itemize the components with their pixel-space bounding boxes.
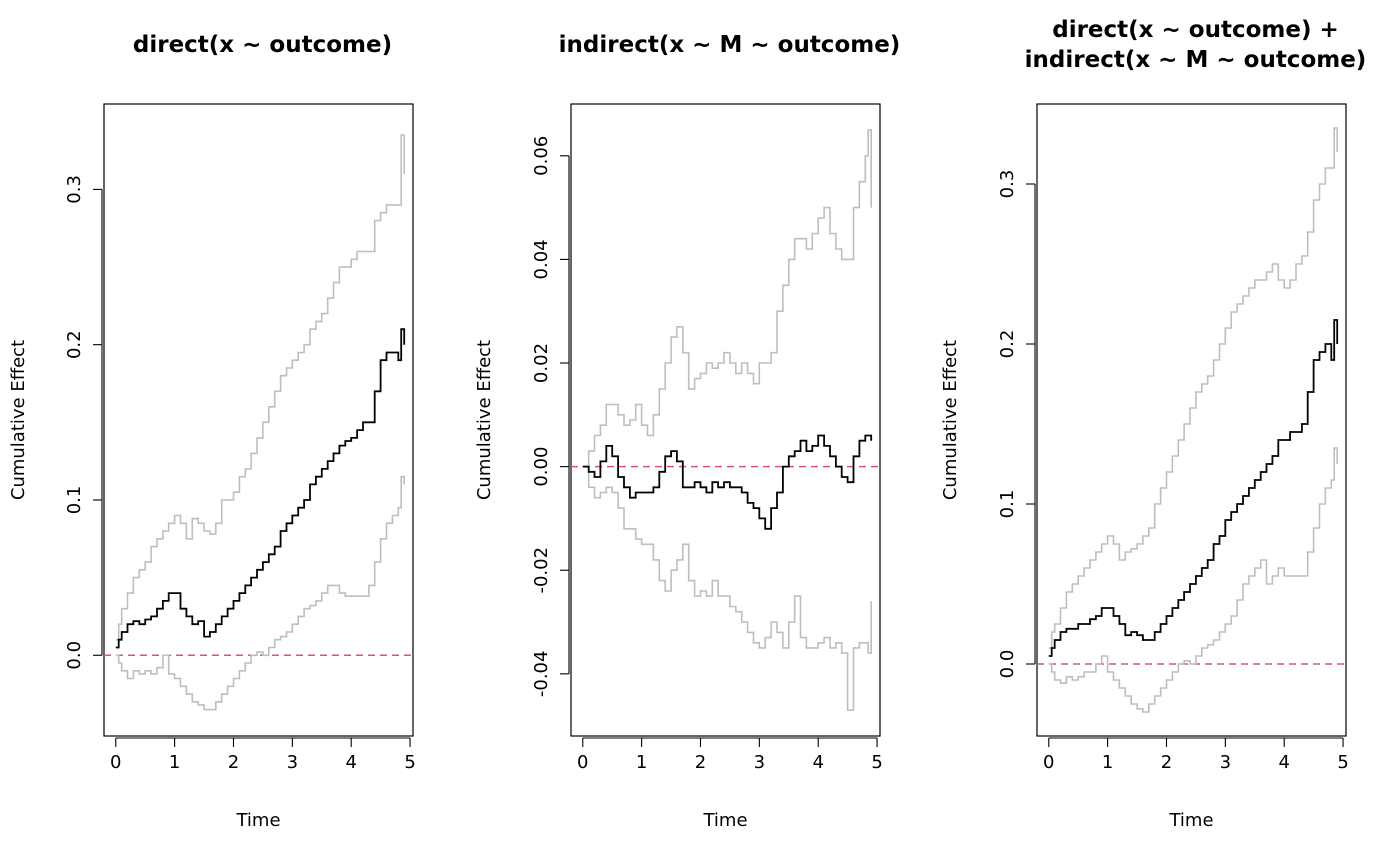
y-tick-label: -0.02 xyxy=(531,547,552,594)
y-tick-label: 0.3 xyxy=(997,170,1018,199)
y-axis-label: Cumulative Effect xyxy=(8,340,29,500)
x-axis-label: Time xyxy=(702,810,747,831)
series-line-lower xyxy=(582,465,872,711)
series-line-estimate xyxy=(582,434,873,530)
series-line-estimate xyxy=(115,328,406,649)
x-tick-label: 1 xyxy=(1102,752,1113,773)
series-line-lower xyxy=(1048,447,1338,713)
chart-title: indirect(x ~ M ~ outcome) xyxy=(559,32,901,58)
chart-title: direct(x ~ outcome) xyxy=(133,32,392,58)
x-tick-label: 5 xyxy=(871,752,882,773)
plot-frame xyxy=(570,103,881,737)
y-tick-label: 0.00 xyxy=(531,447,552,487)
chart-panel-3: direct(x ~ outcome) + indirect(x ~ M ~ ou… xyxy=(940,17,1366,831)
x-tick-label: 0 xyxy=(110,752,121,773)
y-tick-label: 0.2 xyxy=(64,330,85,359)
series-line-upper xyxy=(582,129,872,468)
chart-panel-2: indirect(x ~ M ~ outcome) 0 1 2 3 4 5 -0.04 -0.0… xyxy=(474,32,900,831)
x-axis-label: Time xyxy=(1168,810,1213,831)
chart-title: direct(x ~ outcome) + xyxy=(1052,17,1339,43)
x-tick-label: 1 xyxy=(636,752,647,773)
x-tick-label: 5 xyxy=(1337,752,1348,773)
y-tick-label: 0.3 xyxy=(64,175,85,204)
plot-frame xyxy=(103,103,414,737)
y-tick-label: 0.1 xyxy=(997,490,1018,519)
x-tick-label: 0 xyxy=(1043,752,1054,773)
x-tick-label: 2 xyxy=(695,752,706,773)
x-tick-label: 4 xyxy=(1278,752,1289,773)
y-axis-label: Cumulative Effect xyxy=(474,340,495,500)
x-tick-label: 2 xyxy=(1161,752,1172,773)
x-tick-label: 3 xyxy=(754,752,765,773)
y-tick-label: 0.0 xyxy=(997,650,1018,679)
series-line-upper xyxy=(115,134,405,641)
x-tick-label: 4 xyxy=(345,752,356,773)
y-tick-label: 0.06 xyxy=(531,136,552,176)
x-tick-label: 1 xyxy=(169,752,180,773)
x-tick-label: 5 xyxy=(404,752,415,773)
series-line-estimate xyxy=(1048,319,1339,657)
x-axis-label: Time xyxy=(235,810,280,831)
x-tick-label: 4 xyxy=(812,752,823,773)
plot-frame xyxy=(1036,103,1347,737)
y-tick-label: 0.04 xyxy=(531,239,552,279)
x-tick-label: 0 xyxy=(577,752,588,773)
series-line-upper xyxy=(1048,127,1338,649)
series-line-lower xyxy=(115,475,405,711)
x-tick-label: 2 xyxy=(228,752,239,773)
y-tick-label: 0.2 xyxy=(997,330,1018,359)
y-tick-label: 0.1 xyxy=(64,486,85,515)
chart-panel-1: direct(x ~ outcome) 0 1 2 3 4 5 0.0 0.1 0.2 0.3 Tim… xyxy=(8,32,416,831)
y-tick-label: 0.0 xyxy=(64,641,85,670)
y-tick-label: -0.04 xyxy=(531,651,552,698)
x-tick-label: 3 xyxy=(1220,752,1231,773)
x-tick-label: 3 xyxy=(287,752,298,773)
chart-title: indirect(x ~ M ~ outcome) xyxy=(1025,47,1367,73)
y-axis-label: Cumulative Effect xyxy=(940,340,961,500)
y-tick-label: 0.02 xyxy=(531,343,552,383)
